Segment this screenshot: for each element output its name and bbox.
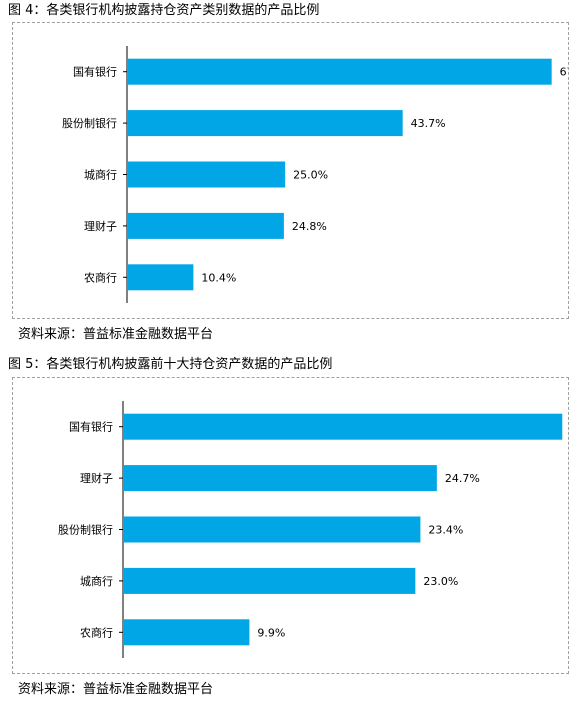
bar — [128, 264, 194, 291]
bar — [128, 161, 286, 188]
figure-4-title: 图 4：各类银行机构披露持仓资产类别数据的产品比例 — [8, 3, 320, 18]
bar — [128, 212, 284, 239]
figure-5-title: 图 5：各类银行机构披露前十大持仓资产数据的产品比例 — [8, 357, 333, 372]
bar — [128, 58, 552, 85]
bar — [124, 413, 563, 440]
data-label: 67.4% — [560, 66, 568, 79]
category-tick-label: 理财子 — [80, 471, 113, 485]
data-label: 24.8% — [292, 220, 327, 233]
bar — [124, 465, 437, 492]
data-label: 23.4% — [428, 524, 463, 537]
figure-5-chart-frame: 国有银行34.6%理财子24.7%股份制银行23.4%城商行23.0%农商行9.… — [12, 377, 578, 674]
category-tick-label: 股份制银行 — [58, 523, 113, 537]
category-tick-label: 国有银行 — [73, 65, 117, 79]
data-label: 24.7% — [445, 472, 480, 485]
category-tick-label: 股份制银行 — [62, 116, 117, 130]
category-tick-label: 理财子 — [84, 219, 117, 233]
data-label: 43.7% — [411, 117, 446, 130]
bar — [128, 110, 403, 137]
category-tick-label: 城商行 — [80, 574, 113, 588]
data-label: 10.4% — [201, 271, 236, 284]
category-tick-label: 农商行 — [84, 270, 117, 284]
bar — [124, 567, 416, 594]
category-tick-label: 城商行 — [84, 168, 117, 182]
figure-4-chart-frame: 国有银行 67.4% 股份制银行 43.7% 城商行 25.0% 理财子 24.8% 农商行 10… — [12, 22, 578, 319]
category-tick-label: 国有银行 — [69, 420, 113, 434]
bar — [124, 516, 421, 543]
data-label: 9.9% — [257, 626, 285, 639]
bar — [124, 619, 250, 646]
data-label: 23.0% — [423, 575, 458, 588]
figure-4-source: 资料来源：普益标准金融数据平台 — [18, 327, 214, 342]
figure-5-chart: 国有银行34.6%理财子24.7%股份制银行23.4%城商行23.0%农商行9.… — [58, 401, 578, 658]
category-tick-label: 农商行 — [80, 625, 113, 639]
figure-5-source: 资料来源：普益标准金融数据平台 — [18, 682, 214, 697]
data-label: 25.0% — [293, 169, 328, 182]
figure-4-chart: 国有银行 67.4% 股份制银行 43.7% 城商行 25.0% 理财子 24.8% 农商行 10… — [62, 46, 578, 303]
